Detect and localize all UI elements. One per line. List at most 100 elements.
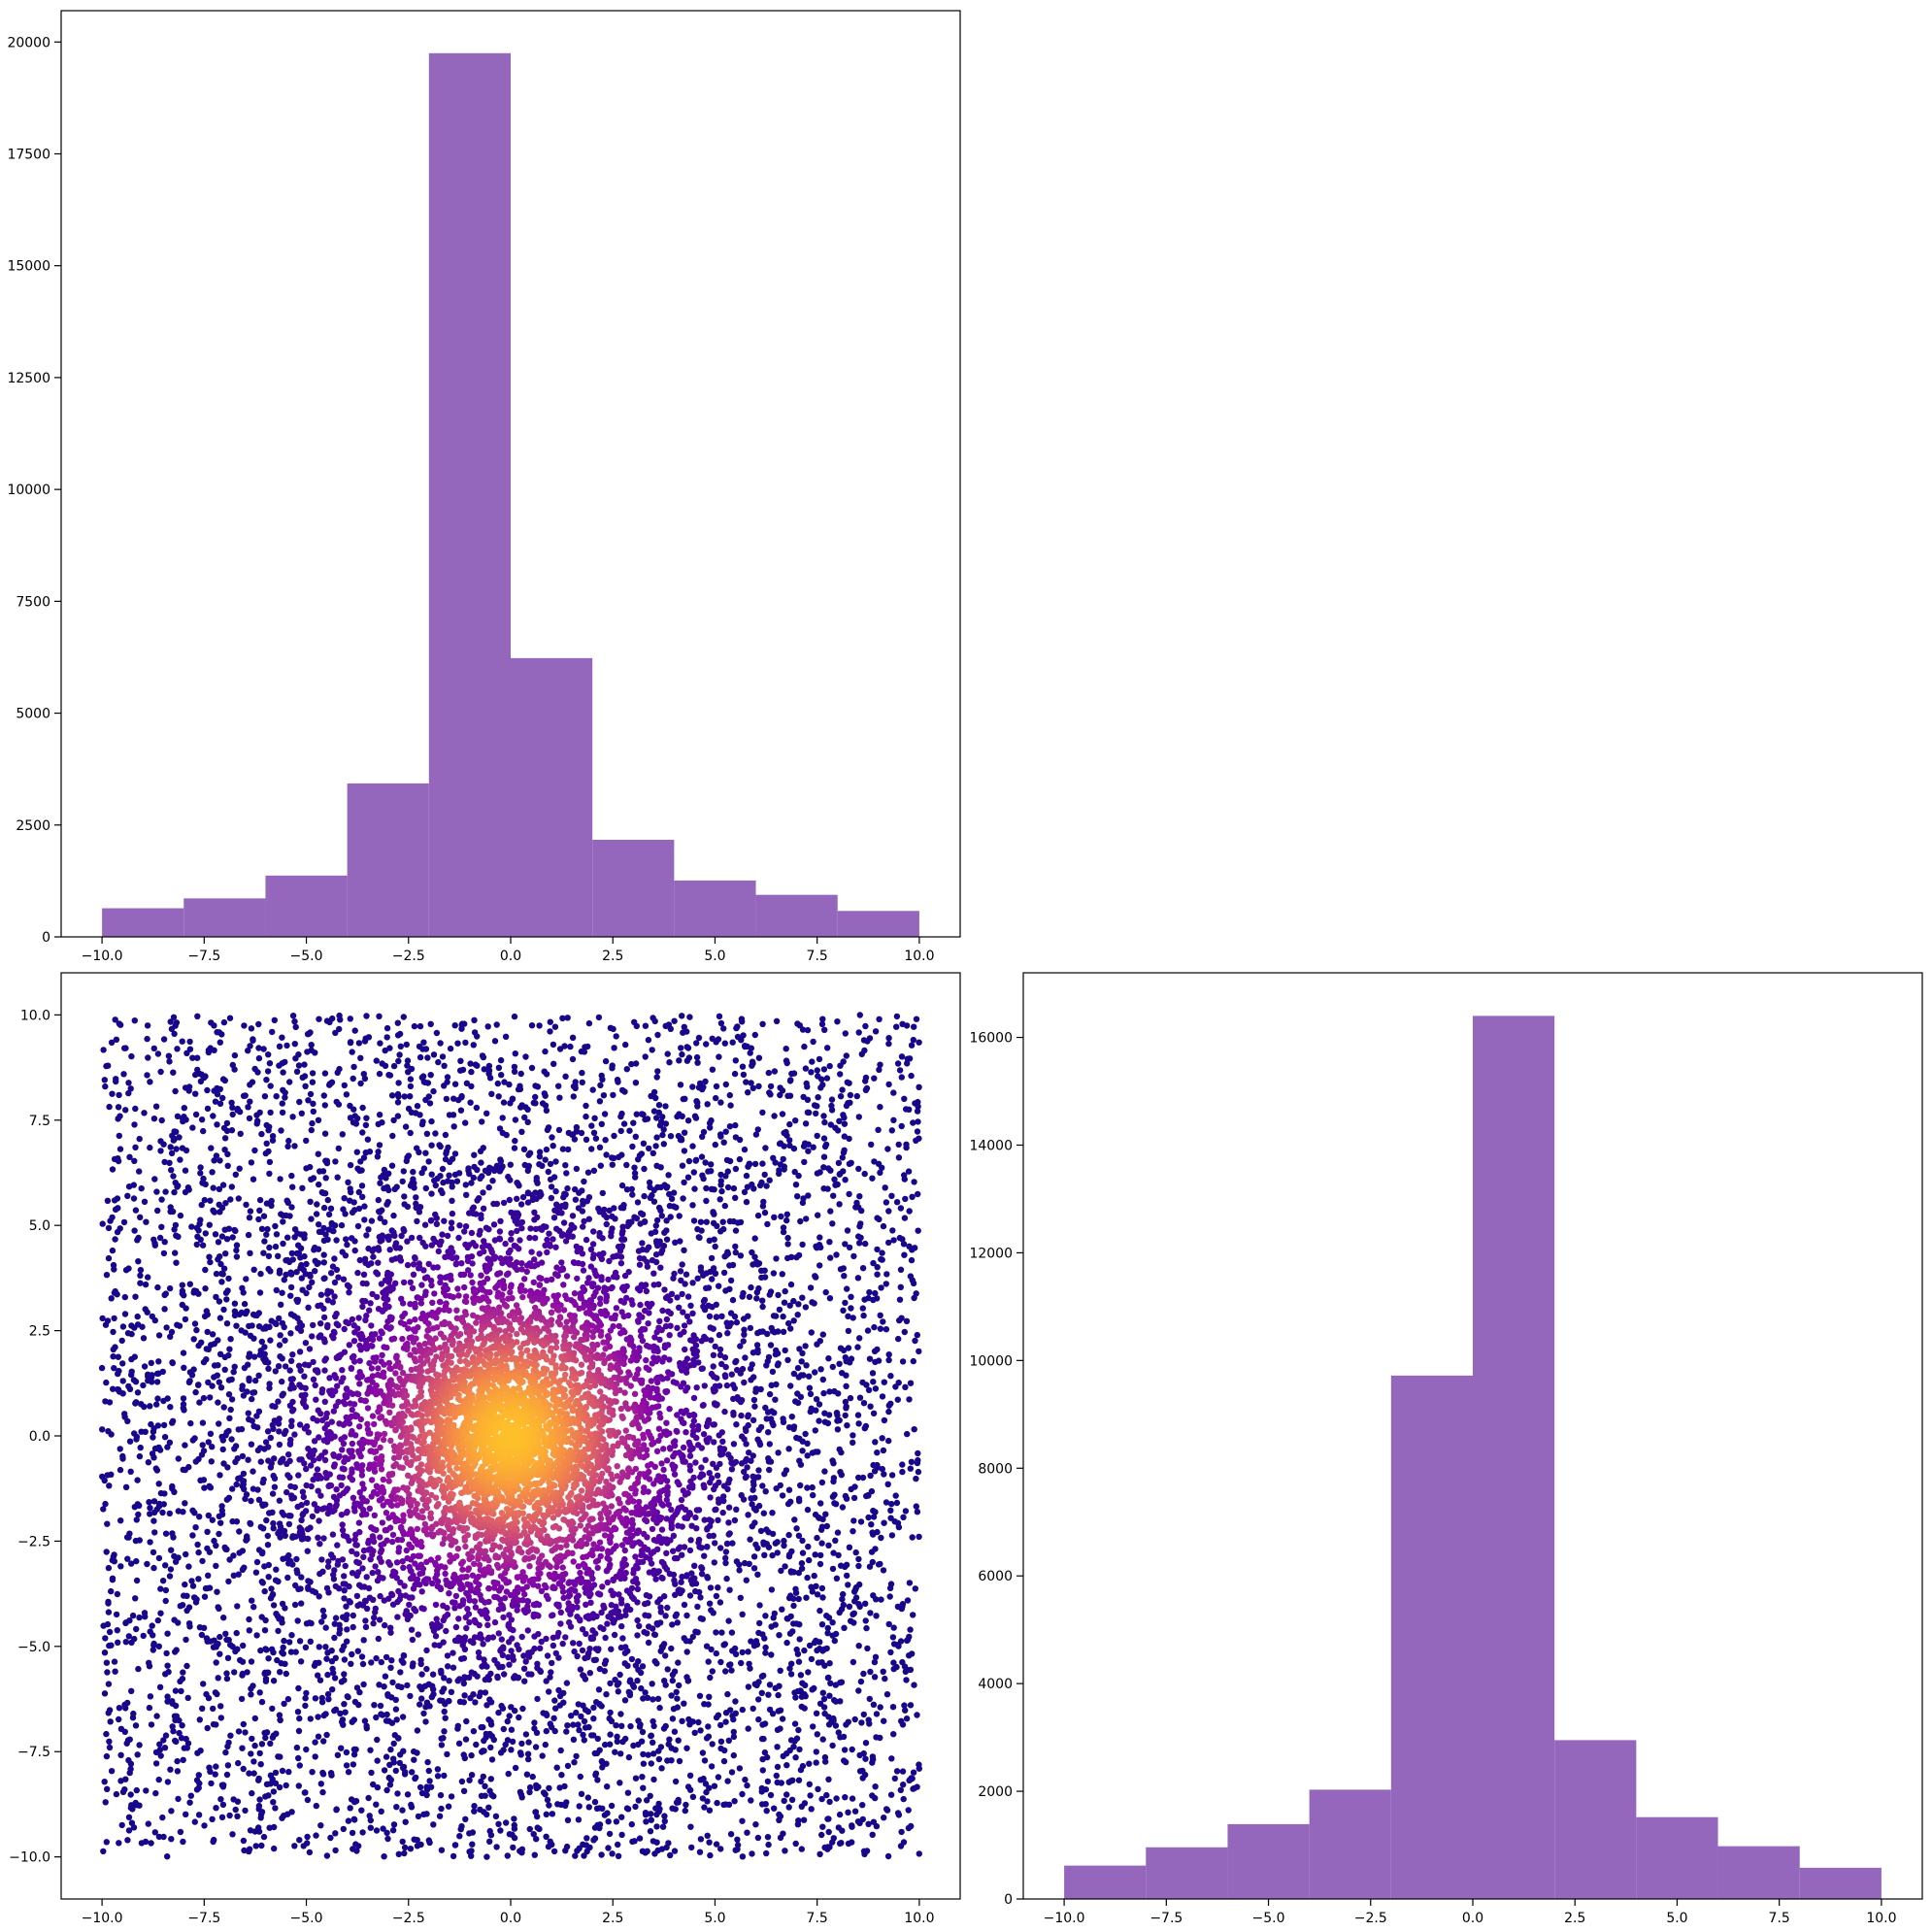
scatter-point [845, 1313, 851, 1320]
scatter-point [347, 1805, 353, 1812]
scatter-point [733, 1024, 740, 1032]
scatter-point [759, 1767, 766, 1774]
x-tick-label: 7.5 [807, 949, 828, 964]
scatter-point [752, 1821, 759, 1828]
scatter-point [198, 1201, 205, 1209]
scatter-point [166, 1510, 173, 1517]
scatter-point [407, 1129, 414, 1137]
scatter-point [764, 1834, 772, 1841]
scatter-point [106, 1628, 114, 1636]
scatter-point [824, 1675, 832, 1682]
scatter-point [636, 1254, 644, 1262]
scatter-point [618, 1831, 625, 1839]
scatter-point [650, 1739, 656, 1747]
scatter-point [640, 1750, 647, 1758]
scatter-point [868, 1141, 875, 1149]
scatter-point [804, 1574, 811, 1582]
scatter-point [814, 1132, 820, 1140]
scatter-point [681, 1023, 687, 1031]
scatter-point [733, 1421, 740, 1428]
scatter-point [229, 1485, 236, 1492]
scatter-point [169, 1698, 176, 1705]
scatter-point [470, 1728, 478, 1735]
scatter-point [677, 1268, 684, 1275]
scatter-point [157, 1068, 164, 1076]
scatter-point [329, 1665, 336, 1673]
y-tick-label: 7500 [16, 594, 50, 610]
scatter-point [255, 1775, 262, 1782]
scatter-point [524, 1167, 531, 1175]
scatter-point [180, 1349, 187, 1356]
scatter-point [738, 1659, 745, 1667]
scatter-point [308, 1619, 315, 1627]
scatter-point [304, 1833, 311, 1841]
scatter-point [278, 1616, 285, 1622]
scatter-point [286, 1367, 293, 1374]
scatter-point [896, 1316, 903, 1324]
scatter-point [786, 1078, 794, 1084]
scatter-point [200, 1681, 207, 1687]
scatter-point [564, 1015, 571, 1021]
scatter-point [643, 1818, 650, 1825]
scatter-point [320, 1204, 328, 1212]
scatter-point [186, 1799, 193, 1806]
scatter-point [225, 1275, 232, 1282]
scatter-point [209, 1516, 216, 1523]
scatter-point [461, 1692, 468, 1699]
scatter-point [755, 1715, 762, 1723]
scatter-point [271, 1823, 278, 1831]
scatter-point [193, 1777, 201, 1783]
scatter-point [857, 1678, 865, 1685]
scatter-point [382, 1621, 388, 1629]
scatter-point [258, 1698, 266, 1706]
scatter-point [637, 1220, 644, 1227]
scatter-point [905, 1824, 913, 1832]
scatter-point [213, 1659, 219, 1666]
scatter-point [142, 1838, 150, 1846]
scatter-point [571, 1759, 578, 1766]
scatter-point [610, 1025, 616, 1033]
scatter-point [856, 1751, 863, 1759]
scatter-point [683, 1271, 690, 1278]
scatter-point [101, 1690, 109, 1697]
scatter-point [837, 1062, 844, 1069]
scatter-point [546, 1688, 552, 1695]
scatter-point [371, 1702, 378, 1709]
scatter-point [125, 1756, 132, 1764]
scatter-point [312, 1268, 318, 1275]
scatter-point [262, 1734, 269, 1742]
scatter-point [224, 1762, 232, 1769]
scatter-point [312, 1049, 318, 1056]
scatter-point [297, 1367, 304, 1374]
scatter-point [320, 1092, 327, 1099]
scatter-point [297, 1327, 305, 1335]
scatter-point [717, 1182, 724, 1188]
scatter-point [881, 1379, 887, 1385]
scatter-point [399, 1838, 406, 1846]
scatter-point [246, 1846, 253, 1852]
scatter-point [266, 1244, 273, 1251]
scatter-point [669, 1805, 676, 1812]
scatter-point [179, 1722, 185, 1729]
scatter-point [519, 1705, 526, 1713]
scatter-point [310, 1108, 316, 1116]
scatter-point [346, 1598, 352, 1605]
scatter-point [219, 1094, 226, 1102]
scatter-point [119, 1390, 126, 1397]
scatter-point [845, 1840, 852, 1848]
scatter-point [700, 1272, 707, 1279]
scatter-point [154, 1395, 161, 1402]
scatter-point [116, 1705, 123, 1712]
scatter-point [287, 1292, 294, 1299]
x-tick-label: −10.0 [82, 949, 123, 964]
scatter-point [374, 1757, 381, 1764]
scatter-point [112, 1236, 118, 1243]
scatter-point [817, 1084, 824, 1091]
scatter-point [117, 1021, 124, 1028]
scatter-point [127, 1085, 134, 1092]
scatter-point [216, 1530, 222, 1538]
scatter-point [193, 1241, 200, 1249]
scatter-point [275, 1398, 282, 1405]
scatter-point [882, 1675, 888, 1682]
scatter-point [168, 1836, 175, 1843]
